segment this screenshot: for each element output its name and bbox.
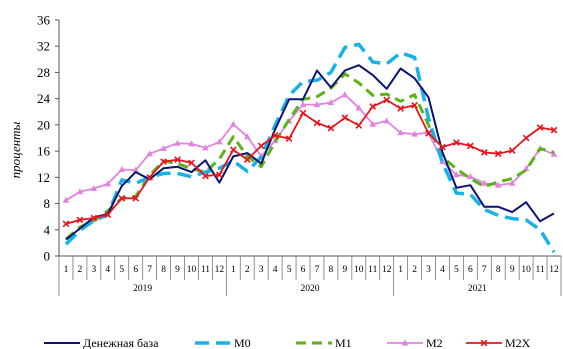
month-label: 3 — [91, 265, 96, 275]
month-label: 12 — [549, 265, 559, 275]
month-label: 4 — [105, 265, 110, 275]
y-tick-label: 36 — [37, 13, 51, 28]
month-label: 9 — [510, 265, 515, 275]
series-4 — [63, 97, 557, 227]
month-label: 6 — [133, 265, 138, 275]
month-label: 10 — [521, 265, 531, 275]
month-label: 7 — [147, 265, 152, 275]
series-line — [66, 65, 554, 239]
month-label: 2 — [245, 265, 250, 275]
legend-label: M2 — [426, 336, 443, 349]
month-label: 12 — [382, 265, 392, 275]
legend: Денежная база M0 M1 M2 M2X — [44, 336, 531, 349]
legend-label: M1 — [335, 336, 352, 349]
data-point — [342, 91, 349, 97]
legend-item: M2X — [466, 336, 531, 349]
month-label: 6 — [301, 265, 306, 275]
month-label: 3 — [259, 265, 264, 275]
month-label: 9 — [175, 265, 180, 275]
y-axis-label: проценты — [8, 121, 23, 178]
month-label: 11 — [368, 265, 377, 275]
month-label: 5 — [287, 265, 292, 275]
month-label: 6 — [468, 265, 473, 275]
y-tick-label: 20 — [37, 117, 50, 132]
y-axis: 0 4 8 12 16 20 24 28 32 36 — [37, 13, 59, 264]
month-label: 8 — [329, 265, 334, 275]
series-line — [66, 44, 554, 252]
series-line — [66, 74, 554, 239]
month-label: 1 — [231, 265, 236, 275]
month-label: 1 — [64, 265, 69, 275]
month-label: 10 — [187, 265, 197, 275]
month-label: 5 — [119, 265, 124, 275]
month-label: 3 — [426, 265, 431, 275]
series-1 — [66, 44, 554, 252]
month-label: 8 — [161, 265, 166, 275]
y-tick-label: 0 — [44, 249, 51, 264]
month-label: 2 — [412, 265, 417, 275]
series-line — [66, 100, 554, 224]
year-label: 2020 — [301, 284, 320, 294]
legend-item: M0 — [195, 336, 251, 349]
y-tick-label: 16 — [37, 144, 51, 159]
series-2 — [66, 74, 554, 239]
y-tick-label: 28 — [37, 65, 50, 80]
series-3 — [63, 91, 558, 203]
month-label: 7 — [315, 265, 320, 275]
x-axis: 1 2 3 4 5 6 7 8 9 10 11 12 1 2 3 4 5 6 7 8 9 10 11 12 1 2 3 4 5 6 7 8 9 1… — [59, 256, 561, 296]
legend-label: Денежная база — [83, 336, 159, 349]
legend-label: M2X — [505, 336, 531, 349]
legend-item: M1 — [296, 336, 352, 349]
data-point — [258, 143, 264, 149]
data-point — [230, 121, 237, 127]
month-label: 4 — [440, 265, 445, 275]
legend-item: M2 — [387, 336, 443, 349]
month-label: 1 — [398, 265, 403, 275]
month-label: 7 — [482, 265, 487, 275]
series-layer — [63, 44, 558, 252]
year-label: 2019 — [133, 284, 152, 294]
series-0 — [66, 65, 554, 239]
month-label: 12 — [215, 265, 225, 275]
month-label: 2 — [78, 265, 83, 275]
legend-label: M0 — [234, 336, 251, 349]
data-point — [383, 117, 390, 123]
data-point — [300, 110, 306, 116]
data-point — [356, 123, 362, 129]
y-tick-label: 4 — [44, 222, 51, 237]
month-label: 11 — [201, 265, 210, 275]
y-tick-label: 24 — [37, 91, 51, 106]
legend-item: Денежная база — [44, 336, 159, 349]
data-point — [231, 147, 237, 153]
month-label: 10 — [354, 265, 364, 275]
y-tick-label: 12 — [37, 170, 50, 185]
month-label: 8 — [496, 265, 501, 275]
data-point — [523, 135, 529, 141]
month-label: 11 — [536, 265, 545, 275]
y-tick-label: 8 — [44, 196, 51, 211]
year-label: 2021 — [468, 284, 487, 294]
y-tick-label: 32 — [37, 39, 50, 54]
month-label: 9 — [342, 265, 347, 275]
month-label: 5 — [454, 265, 459, 275]
data-point — [342, 115, 348, 121]
month-label: 4 — [273, 265, 278, 275]
